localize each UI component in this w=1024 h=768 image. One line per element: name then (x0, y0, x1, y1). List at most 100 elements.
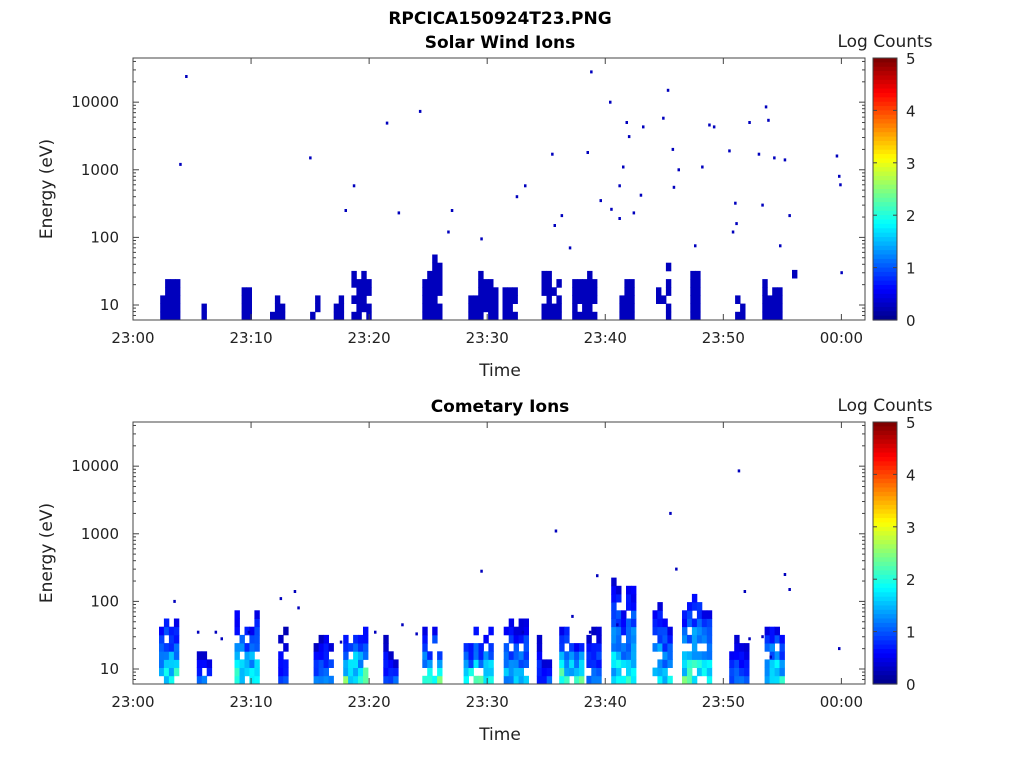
solar-wind-plot-area: 23:00 23:10 23:20 23:30 23:40 23:50 00:0010100… (71, 50, 915, 347)
heatmap-cell (762, 311, 768, 320)
heatmap-cell (582, 295, 588, 304)
colorbar-cell (873, 97, 897, 103)
heatmap-cell (631, 634, 637, 644)
heatmap-cell (744, 643, 750, 652)
heatmap-cell (468, 303, 474, 313)
heatmap-cell (574, 675, 580, 684)
heatmap-cell (358, 634, 364, 644)
heatmap-cell (254, 667, 260, 677)
heatmap-cell (762, 279, 768, 288)
solar-wind-ylabel: Energy (eV) (37, 139, 57, 239)
axes-box (132, 421, 866, 685)
heatmap-cell (734, 634, 740, 644)
heatmap-cell (427, 311, 433, 320)
burst-1 (201, 303, 207, 320)
heatmap-cell (463, 667, 469, 677)
heatmap-cell (564, 675, 570, 684)
solar-wind-xlabel: Time (478, 361, 521, 381)
heatmap-cell (473, 303, 479, 313)
heatmap-cell (626, 593, 632, 603)
heatmap-cell (616, 618, 622, 628)
heatmap-cell (631, 626, 637, 636)
heatmap-cell (473, 659, 479, 668)
heatmap-cell (616, 675, 622, 684)
colorbar-cell (873, 276, 897, 282)
heatmap-cell (735, 295, 741, 304)
data-point (773, 156, 776, 160)
heatmap-cell (318, 659, 324, 668)
heatmap-cell (254, 659, 260, 668)
data-point (769, 655, 772, 659)
heatmap-cell (611, 610, 617, 619)
data-point (588, 630, 592, 634)
heatmap-cell (383, 651, 389, 660)
burst-13 (611, 577, 637, 684)
heatmap-cell (173, 667, 180, 677)
colorbar-tick-label: 2 (906, 571, 916, 589)
heatmap-cell (246, 303, 252, 313)
heatmap-cell (318, 667, 324, 677)
heatmap-cell (523, 626, 529, 636)
heatmap-cell (473, 651, 479, 660)
heatmap-cell (764, 643, 770, 652)
heatmap-cell (278, 659, 284, 668)
heatmap-cell (518, 618, 524, 628)
heatmap-cell (328, 675, 334, 684)
heatmap-cell (323, 667, 329, 677)
heatmap-cell (582, 311, 588, 320)
data-point (196, 630, 200, 634)
heatmap-cell (572, 311, 578, 320)
heatmap-cell (338, 295, 345, 304)
heatmap-cell (206, 659, 213, 668)
data-point (179, 162, 182, 166)
data-point (779, 244, 782, 248)
heatmap-cell (348, 659, 354, 668)
data-point (480, 569, 483, 573)
heatmap-cell (572, 279, 578, 288)
data-point (675, 567, 678, 571)
heatmap-cell (591, 643, 597, 652)
colorbar-cell (873, 504, 897, 510)
colorbar-cell (873, 592, 897, 598)
colorbar-cell (873, 237, 897, 242)
heatmap-cell (587, 303, 593, 313)
data-point (767, 118, 770, 122)
y-tick-label: 1000 (81, 161, 119, 179)
heatmap-cell (559, 667, 565, 677)
heatmap-cell (696, 626, 703, 636)
heatmap-cell (353, 675, 359, 684)
heatmap-cell (508, 675, 515, 684)
data-point (735, 222, 738, 226)
heatmap-cell (318, 634, 324, 644)
heatmap-cell (422, 651, 428, 660)
heatmap-cell (503, 659, 510, 668)
heatmap-cell (582, 287, 588, 296)
heatmap-cell (383, 634, 389, 644)
heatmap-cell (611, 634, 617, 644)
data-point (757, 152, 761, 156)
heatmap-cell (478, 311, 484, 320)
heatmap-cell (201, 651, 208, 660)
heatmap-cell (343, 651, 349, 660)
colorbar-tick-label: 3 (906, 519, 916, 537)
heatmap-cell (774, 659, 780, 668)
heatmap-cell (691, 602, 698, 611)
data-point (835, 154, 839, 158)
heatmap-cell (769, 643, 775, 652)
heatmap-cell (160, 303, 166, 313)
heatmap-cell (234, 643, 240, 652)
heatmap-cell (556, 295, 562, 304)
heatmap-cell (767, 295, 773, 304)
heatmap-cell (241, 303, 247, 313)
heatmap-cell (483, 279, 489, 288)
heatmap-cell (769, 651, 775, 660)
heatmap-cell (596, 667, 602, 677)
heatmap-cell (772, 287, 778, 296)
heatmap-cell (437, 270, 443, 280)
heatmap-cell (665, 262, 672, 272)
colorbar-cell (873, 574, 897, 580)
colorbar-cell (873, 136, 897, 142)
heatmap-cell (393, 659, 399, 668)
heatmap-cell (769, 675, 775, 684)
heatmap-cell (621, 618, 627, 628)
